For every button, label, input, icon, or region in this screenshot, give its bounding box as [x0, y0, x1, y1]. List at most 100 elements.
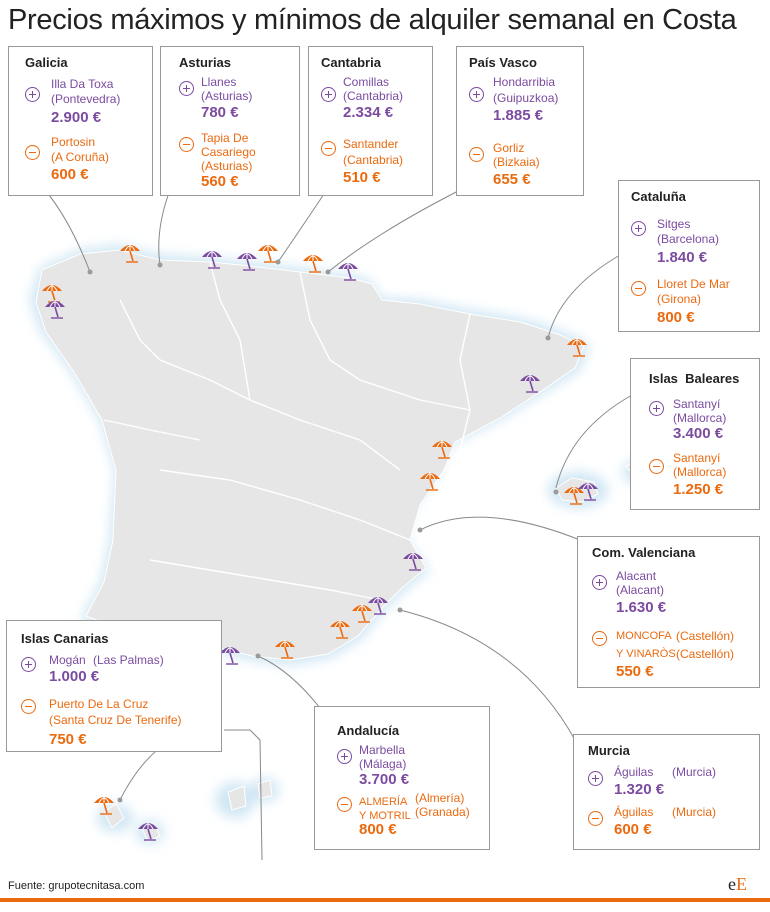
min-price: 1.250 € [673, 481, 724, 498]
min-place: Santander [343, 137, 399, 151]
murcia-box: Murcia Águilas (Murcia) 1.320 € Águilas … [573, 734, 760, 850]
minus-icon [21, 699, 36, 714]
umbrella-max-icon [220, 646, 240, 665]
max-place: Águilas [614, 765, 654, 779]
max-province: (Murcia) [672, 765, 716, 779]
max-place: Alacant [616, 569, 657, 583]
min-province: (Asturias) [201, 159, 253, 173]
minus-icon [179, 137, 194, 152]
max-province: (Mallorca) [673, 411, 727, 425]
min-province: (Bizkaia) [493, 155, 540, 169]
umbrella-min-icon [564, 486, 584, 505]
umbrella-min-icon [94, 796, 114, 815]
plus-icon [25, 87, 40, 102]
min-place: MONCOFA [616, 630, 672, 642]
max-place: Mogán [49, 653, 86, 667]
andalucia-box: Andalucía Marbella (Málaga) 3.700 € ALME… [314, 706, 490, 850]
max-price: 1.885 € [493, 107, 544, 124]
umbrella-min-icon [567, 338, 587, 357]
min-province: (A Coruña) [51, 150, 110, 164]
min-place: Puerto De La Cruz [49, 697, 149, 711]
umbrella-min-icon [330, 620, 350, 639]
min-province: (Girona) [657, 292, 702, 306]
min-province: (Murcia) [672, 805, 716, 819]
cataluna-box: Cataluña Sitges (Barcelona) 1.840 € Llor… [618, 180, 760, 332]
umbrella-min-icon [120, 244, 140, 263]
min-price: 600 € [51, 166, 89, 183]
min-place: Santanyí [673, 451, 721, 465]
umbrella-min-icon [303, 254, 323, 273]
min-price: 600 € [614, 821, 652, 838]
region-borders [103, 261, 471, 601]
min-province-2: (Castellón) [676, 647, 735, 661]
max-province: (Cantabria) [343, 89, 404, 103]
minus-icon [592, 631, 607, 646]
plus-icon [631, 221, 646, 236]
minus-icon [321, 141, 336, 156]
plus-icon [469, 87, 484, 102]
min-place-2: Y VINARÒS [616, 648, 676, 660]
max-place: Comillas [343, 75, 390, 89]
logo-E: E [736, 874, 747, 894]
max-place: Llanes [201, 75, 237, 89]
min-price: 510 € [343, 169, 381, 186]
minus-icon [25, 145, 40, 160]
plus-icon [21, 657, 36, 672]
connector-lines [44, 184, 633, 861]
min-province-2: (Granada) [415, 805, 470, 819]
max-province: (Asturias) [201, 89, 253, 103]
min-province: (Castellón) [676, 629, 735, 643]
max-place: Marbella [359, 743, 406, 757]
max-price: 1.630 € [616, 599, 667, 616]
min-province: (Santa Cruz De Tenerife) [49, 713, 182, 727]
umbrella-min-icon [275, 640, 295, 659]
min-province: (Mallorca) [673, 465, 727, 479]
min-place-2: Casariego [201, 145, 256, 159]
valenciana-box: Com. Valenciana Alacant (Alacant) 1.630 … [577, 536, 760, 688]
umbrella-max-icon [368, 596, 388, 615]
max-province: (Málaga) [359, 757, 407, 771]
plus-icon [337, 749, 352, 764]
plus-icon [179, 81, 194, 96]
region-name: Andalucía [337, 723, 400, 738]
umbrella-min-icon [432, 440, 452, 459]
max-price: 1.320 € [614, 781, 665, 798]
cantabria-box: Cantabria Comillas (Cantabria) 2.334 € S… [308, 46, 433, 196]
connector-dots [87, 259, 559, 803]
baleares-box: Islas Baleares Santanyí (Mallorca) 3.400… [630, 358, 760, 510]
minus-icon [337, 797, 352, 812]
brand-logo: eE [728, 874, 747, 895]
umbrella-max-icon [45, 300, 65, 319]
max-province: (Las Palmas) [93, 653, 164, 667]
region-name: Islas Baleares [649, 371, 740, 386]
region-name: País Vasco [469, 55, 537, 70]
pais-vasco-box: País Vasco Hondarribia (Guipuzkoa) 1.885… [456, 46, 584, 196]
max-price: 780 € [201, 104, 239, 121]
min-place: Águilas [614, 805, 654, 819]
region-name: Cataluña [631, 189, 686, 204]
asturias-box: Asturias Llanes (Asturias) 780 € Tapia D… [160, 46, 300, 196]
plus-icon [588, 771, 603, 786]
region-name: Com. Valenciana [592, 545, 696, 560]
min-price: 800 € [657, 309, 695, 326]
max-place: Illa Da Toxa [51, 77, 114, 91]
umbrella-max-icon [578, 482, 598, 501]
umbrella-min-icon [258, 244, 278, 263]
region-name: Galicia [25, 55, 68, 70]
umbrella-max-icon [237, 252, 257, 271]
min-price: 750 € [49, 731, 87, 748]
min-place: Tapia De [201, 131, 249, 145]
umbrella-min-icon [352, 604, 372, 623]
max-province: (Barcelona) [657, 232, 720, 246]
min-price: 560 € [201, 173, 239, 190]
max-place: Hondarribia [493, 75, 556, 89]
max-price: 1.000 € [49, 668, 100, 685]
max-price: 3.400 € [673, 425, 724, 442]
min-place: Gorliz [493, 141, 525, 155]
min-place: Lloret De Mar [657, 277, 730, 291]
region-name: Cantabria [321, 55, 381, 70]
max-place: Sitges [657, 217, 691, 231]
bottom-accent-bar [0, 898, 770, 902]
source-note: Fuente: grupotecnitasa.com [8, 880, 145, 892]
